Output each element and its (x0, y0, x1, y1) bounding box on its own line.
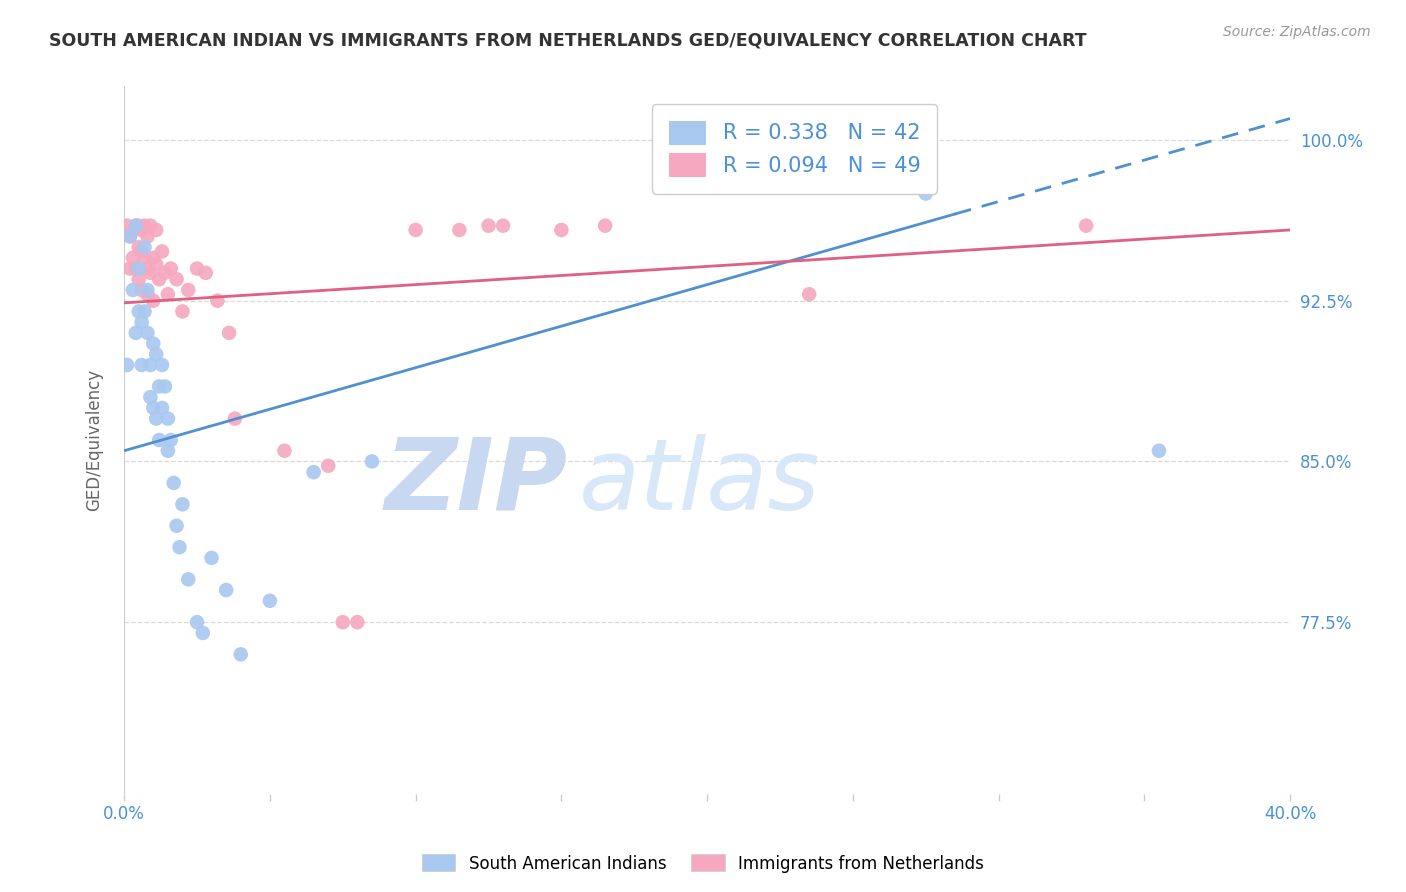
Text: ZIP: ZIP (384, 434, 567, 531)
Point (150, 244, 173, 259)
Point (115, 358, 138, 372)
Point (145, 223, 167, 237)
Point (186, 615, 208, 630)
Point (134, 219, 156, 233)
Point (128, 304, 150, 318)
Point (128, 261, 150, 276)
Point (122, 251, 145, 265)
Point (139, 266, 162, 280)
Point (156, 443, 179, 458)
Point (159, 433, 181, 447)
Point (405, 223, 427, 237)
Point (115, 219, 138, 233)
Point (207, 293, 229, 308)
Point (177, 283, 200, 297)
Point (346, 615, 368, 630)
Point (118, 229, 141, 244)
Point (136, 287, 159, 301)
Point (134, 240, 156, 254)
Point (259, 594, 281, 608)
Point (145, 257, 167, 271)
Point (128, 219, 150, 233)
Point (449, 223, 471, 237)
Point (136, 283, 159, 297)
Point (122, 283, 145, 297)
Point (477, 219, 499, 233)
Text: Source: ZipAtlas.com: Source: ZipAtlas.com (1223, 25, 1371, 39)
Point (145, 347, 167, 361)
Point (194, 266, 217, 280)
Point (139, 390, 162, 404)
Point (145, 411, 167, 425)
Point (492, 219, 515, 233)
Point (361, 454, 384, 468)
Point (1147, 443, 1170, 458)
Point (131, 283, 153, 297)
Point (134, 251, 156, 265)
Point (148, 272, 170, 286)
Point (131, 244, 153, 259)
Point (302, 465, 325, 479)
Point (186, 261, 208, 276)
Point (150, 401, 173, 415)
Point (139, 358, 162, 372)
Point (118, 261, 141, 276)
Point (332, 615, 354, 630)
Point (159, 261, 181, 276)
Point (134, 304, 156, 318)
Point (125, 326, 148, 340)
Point (125, 261, 148, 276)
Legend: South American Indians, Immigrants from Netherlands: South American Indians, Immigrants from … (415, 847, 991, 880)
Point (142, 251, 165, 265)
Point (799, 287, 821, 301)
Point (166, 272, 188, 286)
Point (229, 648, 252, 662)
Y-axis label: GED/Equivalency: GED/Equivalency (86, 369, 103, 511)
Text: SOUTH AMERICAN INDIAN VS IMMIGRANTS FROM NETHERLANDS GED/EQUIVALENCY CORRELATION: SOUTH AMERICAN INDIAN VS IMMIGRANTS FROM… (49, 31, 1087, 49)
Point (914, 186, 936, 201)
Point (224, 411, 246, 425)
Point (177, 572, 200, 586)
Point (128, 240, 150, 254)
Point (593, 219, 616, 233)
Point (215, 582, 238, 597)
Point (153, 379, 176, 393)
Point (200, 550, 222, 565)
Point (125, 219, 148, 233)
Point (125, 219, 148, 233)
Point (150, 358, 173, 372)
Point (139, 219, 162, 233)
Point (131, 358, 153, 372)
Legend: R = 0.338   N = 42, R = 0.094   N = 49: R = 0.338 N = 42, R = 0.094 N = 49 (652, 103, 938, 194)
Point (148, 379, 170, 393)
Point (191, 626, 214, 640)
Point (163, 475, 186, 490)
Point (148, 433, 170, 447)
Point (136, 261, 159, 276)
Point (166, 518, 188, 533)
Text: atlas: atlas (579, 434, 821, 531)
Point (172, 497, 194, 511)
Point (156, 411, 179, 425)
Point (169, 540, 191, 554)
Point (128, 272, 150, 286)
Point (218, 326, 240, 340)
Point (131, 315, 153, 329)
Point (131, 223, 153, 237)
Point (122, 223, 145, 237)
Point (142, 293, 165, 308)
Point (153, 266, 176, 280)
Point (118, 229, 141, 244)
Point (172, 304, 194, 318)
Point (136, 229, 159, 244)
Point (136, 326, 159, 340)
Point (1074, 219, 1097, 233)
Point (273, 443, 295, 458)
Point (156, 287, 179, 301)
Point (142, 401, 165, 415)
Point (142, 336, 165, 351)
Point (316, 458, 339, 473)
Point (550, 223, 572, 237)
